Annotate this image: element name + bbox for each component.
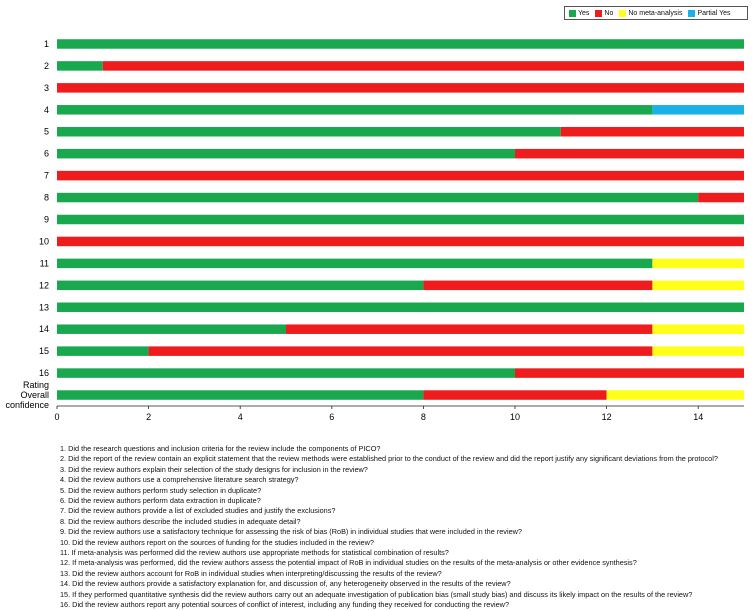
x-tick-label: 8 [421, 412, 426, 422]
y-tick-label: 2 [44, 61, 49, 71]
x-tick-label: 6 [329, 412, 334, 422]
bar-na-11 [652, 258, 744, 269]
y-tick-label: 4 [44, 105, 49, 115]
question-item: 14. Did the review authors provide a sat… [60, 579, 511, 589]
question-list: 1. Did the research questions and inclus… [60, 444, 750, 611]
x-tick-label: 10 [510, 412, 520, 422]
y-tick-label: 5 [44, 127, 49, 137]
bar-yes-2 [57, 61, 103, 71]
x-tick-label: 4 [238, 412, 243, 422]
question-item: 16. Did the review authors report any po… [60, 600, 510, 610]
question-item: 8. Did the review authors describe the i… [60, 516, 301, 526]
y-tick-label: 3 [44, 83, 49, 93]
x-axis: 0 2 4 6 8 10 12 14 [54, 405, 744, 422]
bar-no-8 [698, 192, 744, 203]
legend-swatch-no [595, 9, 603, 17]
x-tick-label: 2 [146, 412, 151, 422]
bar-yes-12 [57, 280, 424, 291]
bar-no-15 [148, 346, 653, 356]
legend-item-yes: Yes [569, 9, 590, 17]
y-tick-label: 11 [40, 258, 49, 268]
bar-group [57, 39, 745, 400]
bar-no-2 [102, 61, 745, 71]
bar-yes-15 [57, 346, 149, 356]
bar-yes-1 [57, 39, 744, 49]
question-item: 11. If meta-analysis was performed did t… [60, 548, 449, 558]
bar-yes-8 [57, 192, 699, 203]
x-tick-label: 12 [602, 412, 612, 422]
question-item: 7. Did the review authors provide a list… [60, 506, 336, 516]
question-item: 12. If meta-analysis was performed, did … [60, 558, 637, 568]
legend-item-partial-yes: Partial Yes [688, 9, 731, 17]
bar-no-16 [515, 368, 744, 378]
bar-no-7 [57, 170, 744, 181]
question-item: 13. Did the review authors account for R… [60, 568, 442, 578]
legend-item-no: No [595, 9, 614, 17]
bar-yes-4 [57, 105, 653, 115]
y-tick-label: 10 [39, 236, 49, 246]
y-tick-label: 6 [44, 149, 49, 159]
legend-swatch-no-meta-analysis [619, 9, 627, 17]
bar-no-10 [57, 236, 744, 247]
question-item: 3. Did the review authors explain their … [60, 464, 368, 474]
legend-label-no-meta-analysis: No meta-analysis [628, 9, 683, 17]
y-tick-label: 1 [44, 39, 49, 49]
question-item: 1. Did the research questions and inclus… [60, 444, 381, 453]
y-tick-label: 15 [39, 346, 49, 356]
y-tick-label: 14 [39, 324, 49, 334]
bar-yes-5 [57, 126, 561, 137]
bar-yes-16 [57, 368, 515, 378]
bar-na-14 [652, 324, 744, 334]
question-item: 15. If they performed quantitative synth… [60, 589, 693, 599]
bar-yes-11 [57, 258, 653, 269]
y-tick-label: Rating Overall confidence [5, 380, 49, 410]
question-item: 5. Did the review authors perform study … [60, 485, 262, 495]
y-tick-label: 7 [44, 171, 49, 181]
bar-yes-14 [57, 324, 286, 334]
bar-no-14 [286, 324, 653, 334]
bar-yes-9 [57, 214, 744, 225]
y-tick-label: 12 [39, 280, 49, 290]
legend-swatch-partial-yes [688, 9, 696, 17]
question-item: 6. Did the review authors perform data e… [60, 496, 261, 506]
legend-swatch-yes [569, 9, 576, 17]
question-item: 10. Did the review authors report on the… [60, 537, 374, 547]
question-item: 4. Did the review authors use a comprehe… [60, 475, 299, 485]
bar-yes-13 [57, 302, 744, 313]
bar-no-6 [515, 148, 744, 159]
bar-yes-17 [57, 390, 424, 400]
bar-na-17 [606, 390, 744, 400]
bar-no-3 [57, 83, 744, 93]
question-item: 9. Did the review authors use a satisfac… [60, 527, 522, 537]
legend-item-no-meta-analysis: No meta-analysis [619, 9, 683, 17]
y-tick-label: 16 [39, 368, 49, 378]
bar-no-5 [560, 126, 744, 137]
bar-partial-4 [652, 105, 744, 115]
question-item: 2. Did the report of the review contain … [60, 454, 718, 464]
bar-no-12 [423, 280, 653, 291]
y-tick-label: 13 [39, 302, 49, 312]
x-tick-label: 14 [693, 412, 703, 422]
bar-na-15 [652, 346, 744, 356]
legend: Yes No No meta-analysis Partial Yes [564, 6, 748, 20]
y-tick-label: 8 [44, 193, 49, 203]
bar-no-17 [423, 390, 607, 400]
bar-na-12 [652, 280, 744, 291]
legend-label-yes: Yes [578, 9, 590, 17]
y-tick-label: 9 [44, 215, 49, 225]
legend-label-no: No [604, 9, 614, 17]
bar-yes-6 [57, 148, 515, 159]
legend-label-partial-yes: Partial Yes [697, 9, 731, 17]
x-tick-label: 0 [54, 412, 59, 422]
